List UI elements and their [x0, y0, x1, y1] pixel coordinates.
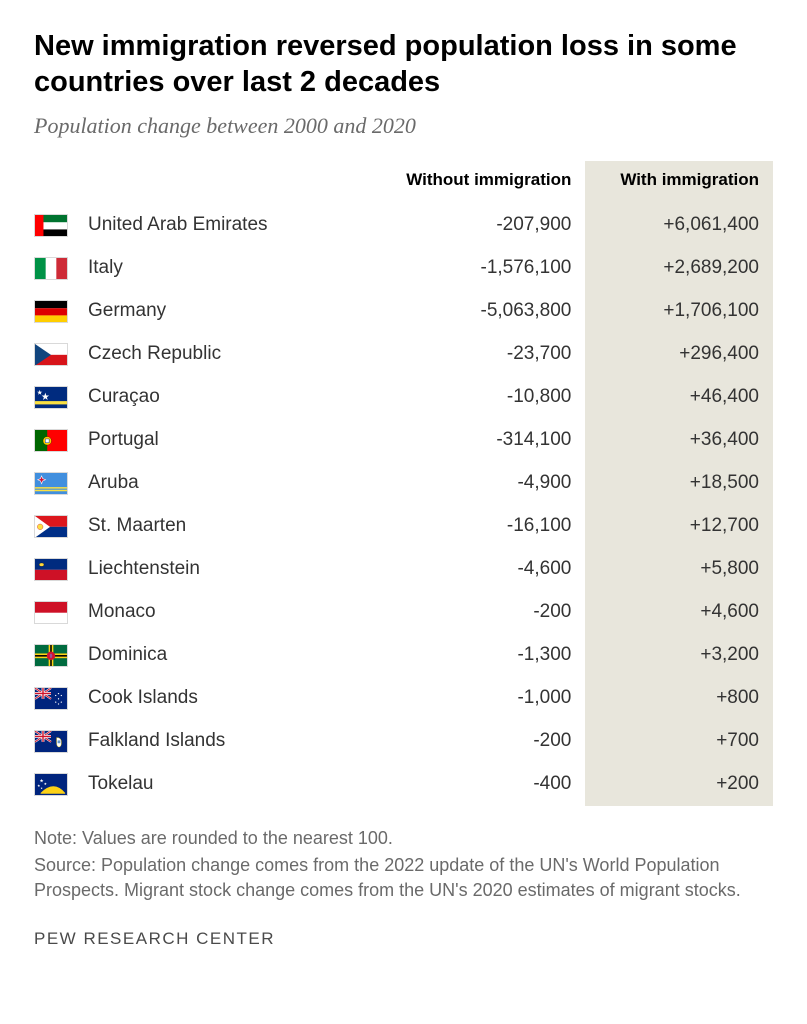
value-without: -16,100 [368, 505, 585, 548]
value-without: -314,100 [368, 419, 585, 462]
country-name: Monaco [78, 591, 368, 634]
country-name: Germany [78, 290, 368, 333]
flag-cell [34, 548, 78, 591]
value-with: +6,061,400 [585, 204, 773, 247]
value-with: +1,706,100 [585, 290, 773, 333]
country-name: St. Maarten [78, 505, 368, 548]
country-name: Dominica [78, 634, 368, 677]
flag-cell [34, 462, 78, 505]
flag-cell [34, 505, 78, 548]
value-without: -4,600 [368, 548, 585, 591]
flag-icon [34, 214, 68, 237]
value-with: +3,200 [585, 634, 773, 677]
flag-cell [34, 333, 78, 376]
country-name: Cook Islands [78, 677, 368, 720]
country-name: Italy [78, 247, 368, 290]
value-with: +800 [585, 677, 773, 720]
flag-icon [34, 429, 68, 452]
value-with: +2,689,200 [585, 247, 773, 290]
table-header-row: Without immigration With immigration [34, 161, 773, 204]
table-row: Falkland Islands-200+700 [34, 720, 773, 763]
flag-cell [34, 634, 78, 677]
table-row: Curaçao-10,800+46,400 [34, 376, 773, 419]
flag-cell [34, 763, 78, 806]
value-with: +700 [585, 720, 773, 763]
flag-icon [34, 343, 68, 366]
value-with: +36,400 [585, 419, 773, 462]
flag-icon [34, 386, 68, 409]
population-table: Without immigration With immigration Uni… [34, 161, 773, 806]
flag-icon [34, 558, 68, 581]
note-text: Note: Values are rounded to the nearest … [34, 826, 773, 851]
value-with: +5,800 [585, 548, 773, 591]
country-name: Liechtenstein [78, 548, 368, 591]
country-name: Czech Republic [78, 333, 368, 376]
table-row: Cook Islands-1,000+800 [34, 677, 773, 720]
flag-cell [34, 591, 78, 634]
value-with: +46,400 [585, 376, 773, 419]
flag-icon [34, 644, 68, 667]
flag-icon [34, 257, 68, 280]
value-without: -207,900 [368, 204, 585, 247]
value-with: +296,400 [585, 333, 773, 376]
flag-cell [34, 247, 78, 290]
flag-icon [34, 472, 68, 495]
flag-icon [34, 515, 68, 538]
table-row: United Arab Emirates-207,900+6,061,400 [34, 204, 773, 247]
flag-cell [34, 290, 78, 333]
col-header-without: Without immigration [368, 161, 585, 204]
value-with: +12,700 [585, 505, 773, 548]
value-without: -1,576,100 [368, 247, 585, 290]
table-row: Liechtenstein-4,600+5,800 [34, 548, 773, 591]
country-name: Portugal [78, 419, 368, 462]
flag-icon [34, 601, 68, 624]
country-name: Aruba [78, 462, 368, 505]
value-with: +18,500 [585, 462, 773, 505]
footer-org: PEW RESEARCH CENTER [34, 929, 773, 949]
table-row: Germany-5,063,800+1,706,100 [34, 290, 773, 333]
value-with: +4,600 [585, 591, 773, 634]
source-text: Source: Population change comes from the… [34, 853, 773, 903]
flag-icon [34, 300, 68, 323]
flag-icon [34, 730, 68, 753]
value-with: +200 [585, 763, 773, 806]
table-row: Portugal-314,100+36,400 [34, 419, 773, 462]
table-row: Tokelau-400+200 [34, 763, 773, 806]
value-without: -23,700 [368, 333, 585, 376]
value-without: -1,000 [368, 677, 585, 720]
table-row: St. Maarten-16,100+12,700 [34, 505, 773, 548]
flag-cell [34, 376, 78, 419]
value-without: -200 [368, 591, 585, 634]
country-name: Curaçao [78, 376, 368, 419]
value-without: -400 [368, 763, 585, 806]
flag-icon [34, 687, 68, 710]
table-row: Monaco-200+4,600 [34, 591, 773, 634]
chart-title: New immigration reversed population loss… [34, 28, 773, 101]
table-row: Italy-1,576,100+2,689,200 [34, 247, 773, 290]
table-row: Dominica-1,300+3,200 [34, 634, 773, 677]
flag-cell [34, 204, 78, 247]
flag-cell [34, 419, 78, 462]
country-name: Tokelau [78, 763, 368, 806]
flag-cell [34, 677, 78, 720]
table-row: Czech Republic-23,700+296,400 [34, 333, 773, 376]
value-without: -1,300 [368, 634, 585, 677]
value-without: -5,063,800 [368, 290, 585, 333]
value-without: -10,800 [368, 376, 585, 419]
country-name: Falkland Islands [78, 720, 368, 763]
col-header-with: With immigration [585, 161, 773, 204]
flag-icon [34, 773, 68, 796]
table-row: Aruba-4,900+18,500 [34, 462, 773, 505]
country-name: United Arab Emirates [78, 204, 368, 247]
flag-cell [34, 720, 78, 763]
value-without: -4,900 [368, 462, 585, 505]
chart-subtitle: Population change between 2000 and 2020 [34, 113, 773, 139]
value-without: -200 [368, 720, 585, 763]
